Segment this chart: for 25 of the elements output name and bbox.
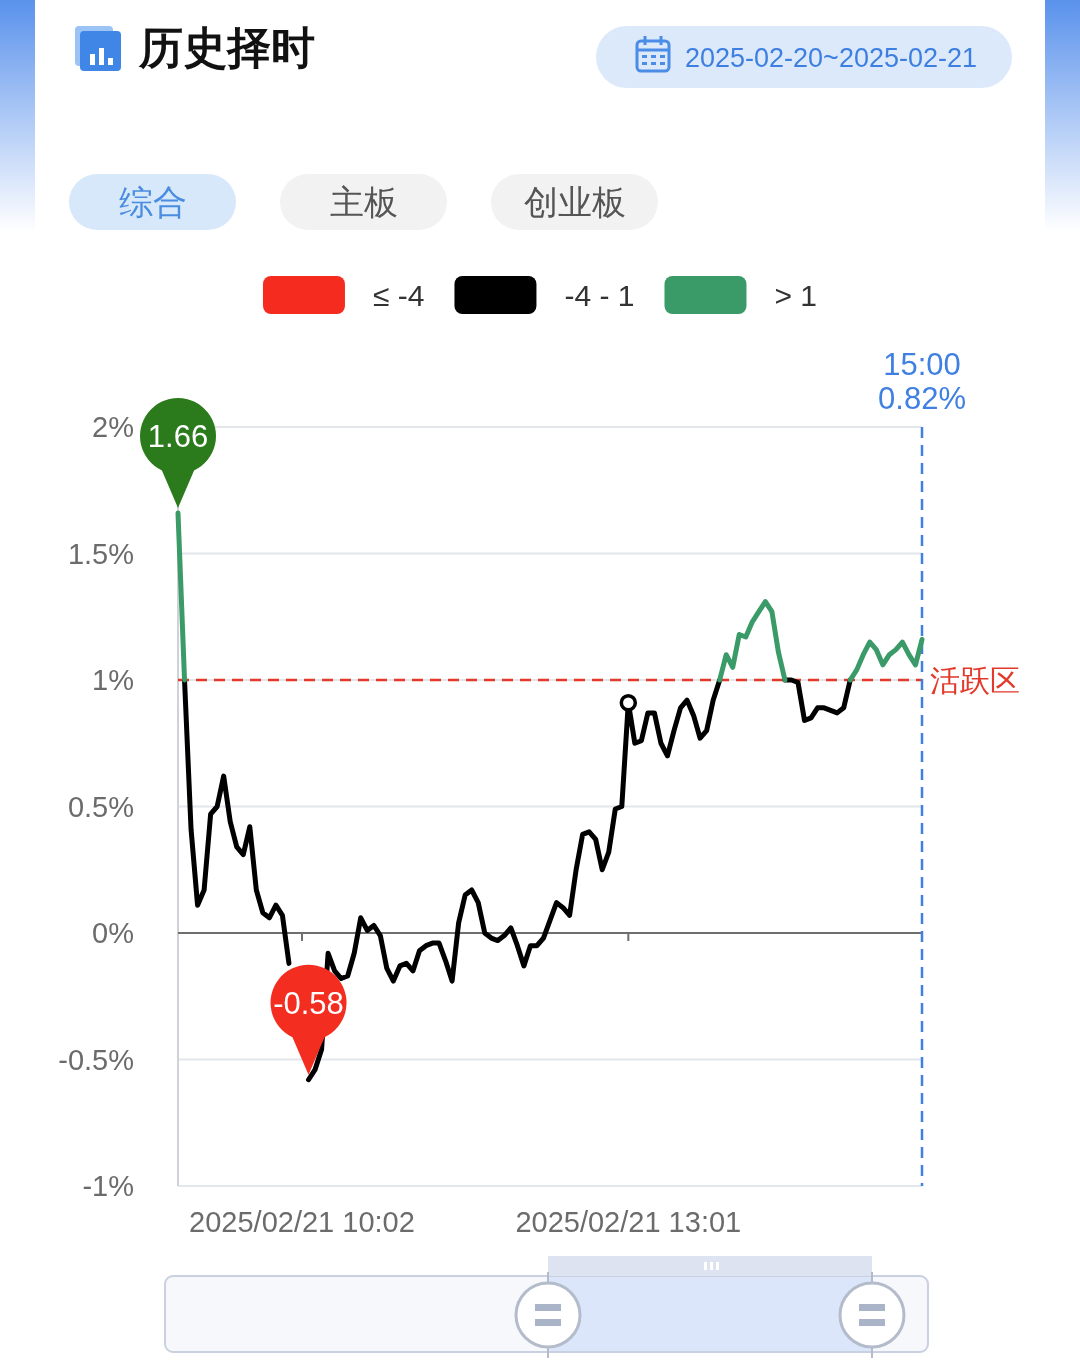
ref-line-label: 活跃区 xyxy=(930,664,1020,697)
date-range: 2025-02-20~2025-02-21 xyxy=(596,26,1012,88)
title: 历史择时 xyxy=(139,23,315,72)
text: 0.82% xyxy=(878,381,966,416)
y-tick-label: -0.5% xyxy=(58,1043,134,1076)
tab: 综合 xyxy=(69,174,236,230)
y-tick-label: 0.5% xyxy=(67,790,134,823)
y-tick-label: 0% xyxy=(92,917,134,949)
annotation: 1.66 xyxy=(147,419,209,455)
legend-label: > 1 xyxy=(774,279,818,312)
marker-pin: 1.66 xyxy=(140,398,216,508)
y-tick-label: 2% xyxy=(92,411,134,443)
chart-subtitle: 2025-02-20~2025-02-21 xyxy=(685,43,977,73)
x-tick-label: 2025/02/21 10:02 xyxy=(189,1206,415,1238)
tab: 创业板 xyxy=(491,174,658,230)
y-tick-label: 1% xyxy=(92,664,134,696)
tab: 主板 xyxy=(280,174,447,230)
legend-label: -4 - 1 xyxy=(564,279,635,312)
x-tick-label: 2025/02/21 13:01 xyxy=(515,1206,742,1238)
legend-label: ≤ -4 xyxy=(372,279,425,312)
text: 15:00 xyxy=(883,347,961,382)
y-tick-label: 1.5% xyxy=(67,537,134,570)
annotation: -0.58 xyxy=(273,985,344,1021)
y-tick-label: -1% xyxy=(82,1170,134,1202)
marker-pin: -0.58 xyxy=(270,964,347,1075)
